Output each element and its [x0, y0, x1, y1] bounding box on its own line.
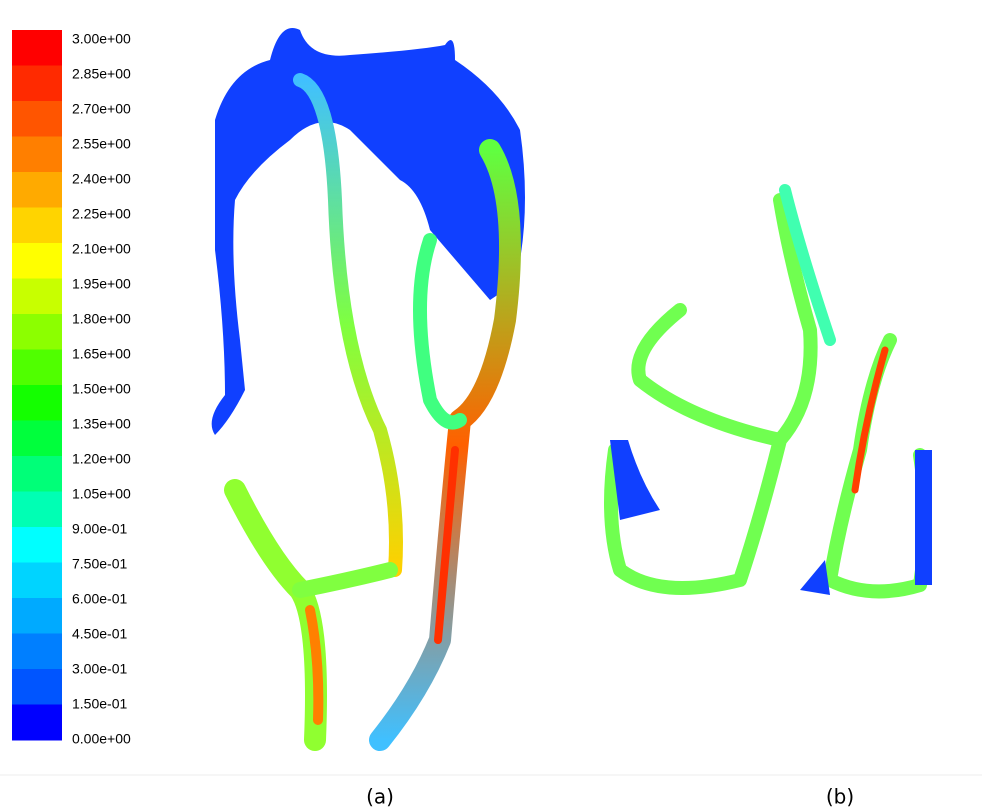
legend-label: 4.50e-01	[72, 626, 127, 642]
legend-band	[12, 243, 62, 279]
caption: (a)	[366, 785, 394, 809]
legend-band	[12, 172, 62, 208]
legend-label: 2.40e+00	[72, 171, 131, 187]
legend-label: 1.20e+00	[72, 451, 131, 467]
legend-band	[12, 279, 62, 315]
legend-label: 2.25e+00	[72, 206, 131, 222]
blue-region	[800, 450, 932, 595]
legend-label: 1.65e+00	[72, 346, 131, 362]
legend-label: 1.50e+00	[72, 381, 131, 397]
legend-band	[12, 385, 62, 421]
legend-label: 2.85e+00	[72, 66, 131, 82]
legend-band	[12, 669, 62, 705]
legend-band	[12, 350, 62, 386]
legend-label: 1.50e-01	[72, 696, 127, 712]
vessel	[300, 570, 390, 590]
upper-region	[212, 28, 525, 435]
vessel	[420, 240, 460, 423]
panel-b	[610, 190, 932, 595]
legend-label: 2.55e+00	[72, 136, 131, 152]
legend-label: 1.05e+00	[72, 486, 131, 502]
legend-band	[12, 137, 62, 173]
figure: 3.00e+00 2.85e+00 2.70e+00 2.55e+00 2.40e+00…	[0, 0, 982, 809]
legend-label: 1.95e+00	[72, 276, 131, 292]
legend-label: 0.00e+00	[72, 731, 131, 747]
legend-label: 2.10e+00	[72, 241, 131, 257]
legend-band	[12, 421, 62, 457]
legend-band	[12, 492, 62, 528]
vessel	[235, 490, 316, 740]
legend-label: 9.00e-01	[72, 521, 127, 537]
legend-label: 2.70e+00	[72, 101, 131, 117]
legend-band	[12, 208, 62, 244]
color-legend: 3.00e+00 2.85e+00 2.70e+00 2.55e+00 2.40e+00…	[12, 30, 131, 747]
legend-band	[12, 634, 62, 670]
legend-band	[12, 598, 62, 634]
legend-band	[12, 30, 62, 66]
legend-band	[12, 563, 62, 599]
legend-label: 6.00e-01	[72, 591, 127, 607]
legend-band	[12, 705, 62, 741]
vessel	[611, 200, 811, 588]
legend-label: 3.00e+00	[72, 31, 131, 47]
legend-band	[12, 66, 62, 102]
caption: (b)	[826, 785, 854, 809]
legend-label: 1.35e+00	[72, 416, 131, 432]
panel-a	[212, 28, 525, 740]
legend-band	[12, 314, 62, 350]
legend-band	[12, 527, 62, 563]
legend-label: 7.50e-01	[72, 556, 127, 572]
legend-label: 3.00e-01	[72, 661, 127, 677]
legend-band	[12, 456, 62, 492]
legend-label: 1.80e+00	[72, 311, 131, 327]
legend-band	[12, 101, 62, 137]
